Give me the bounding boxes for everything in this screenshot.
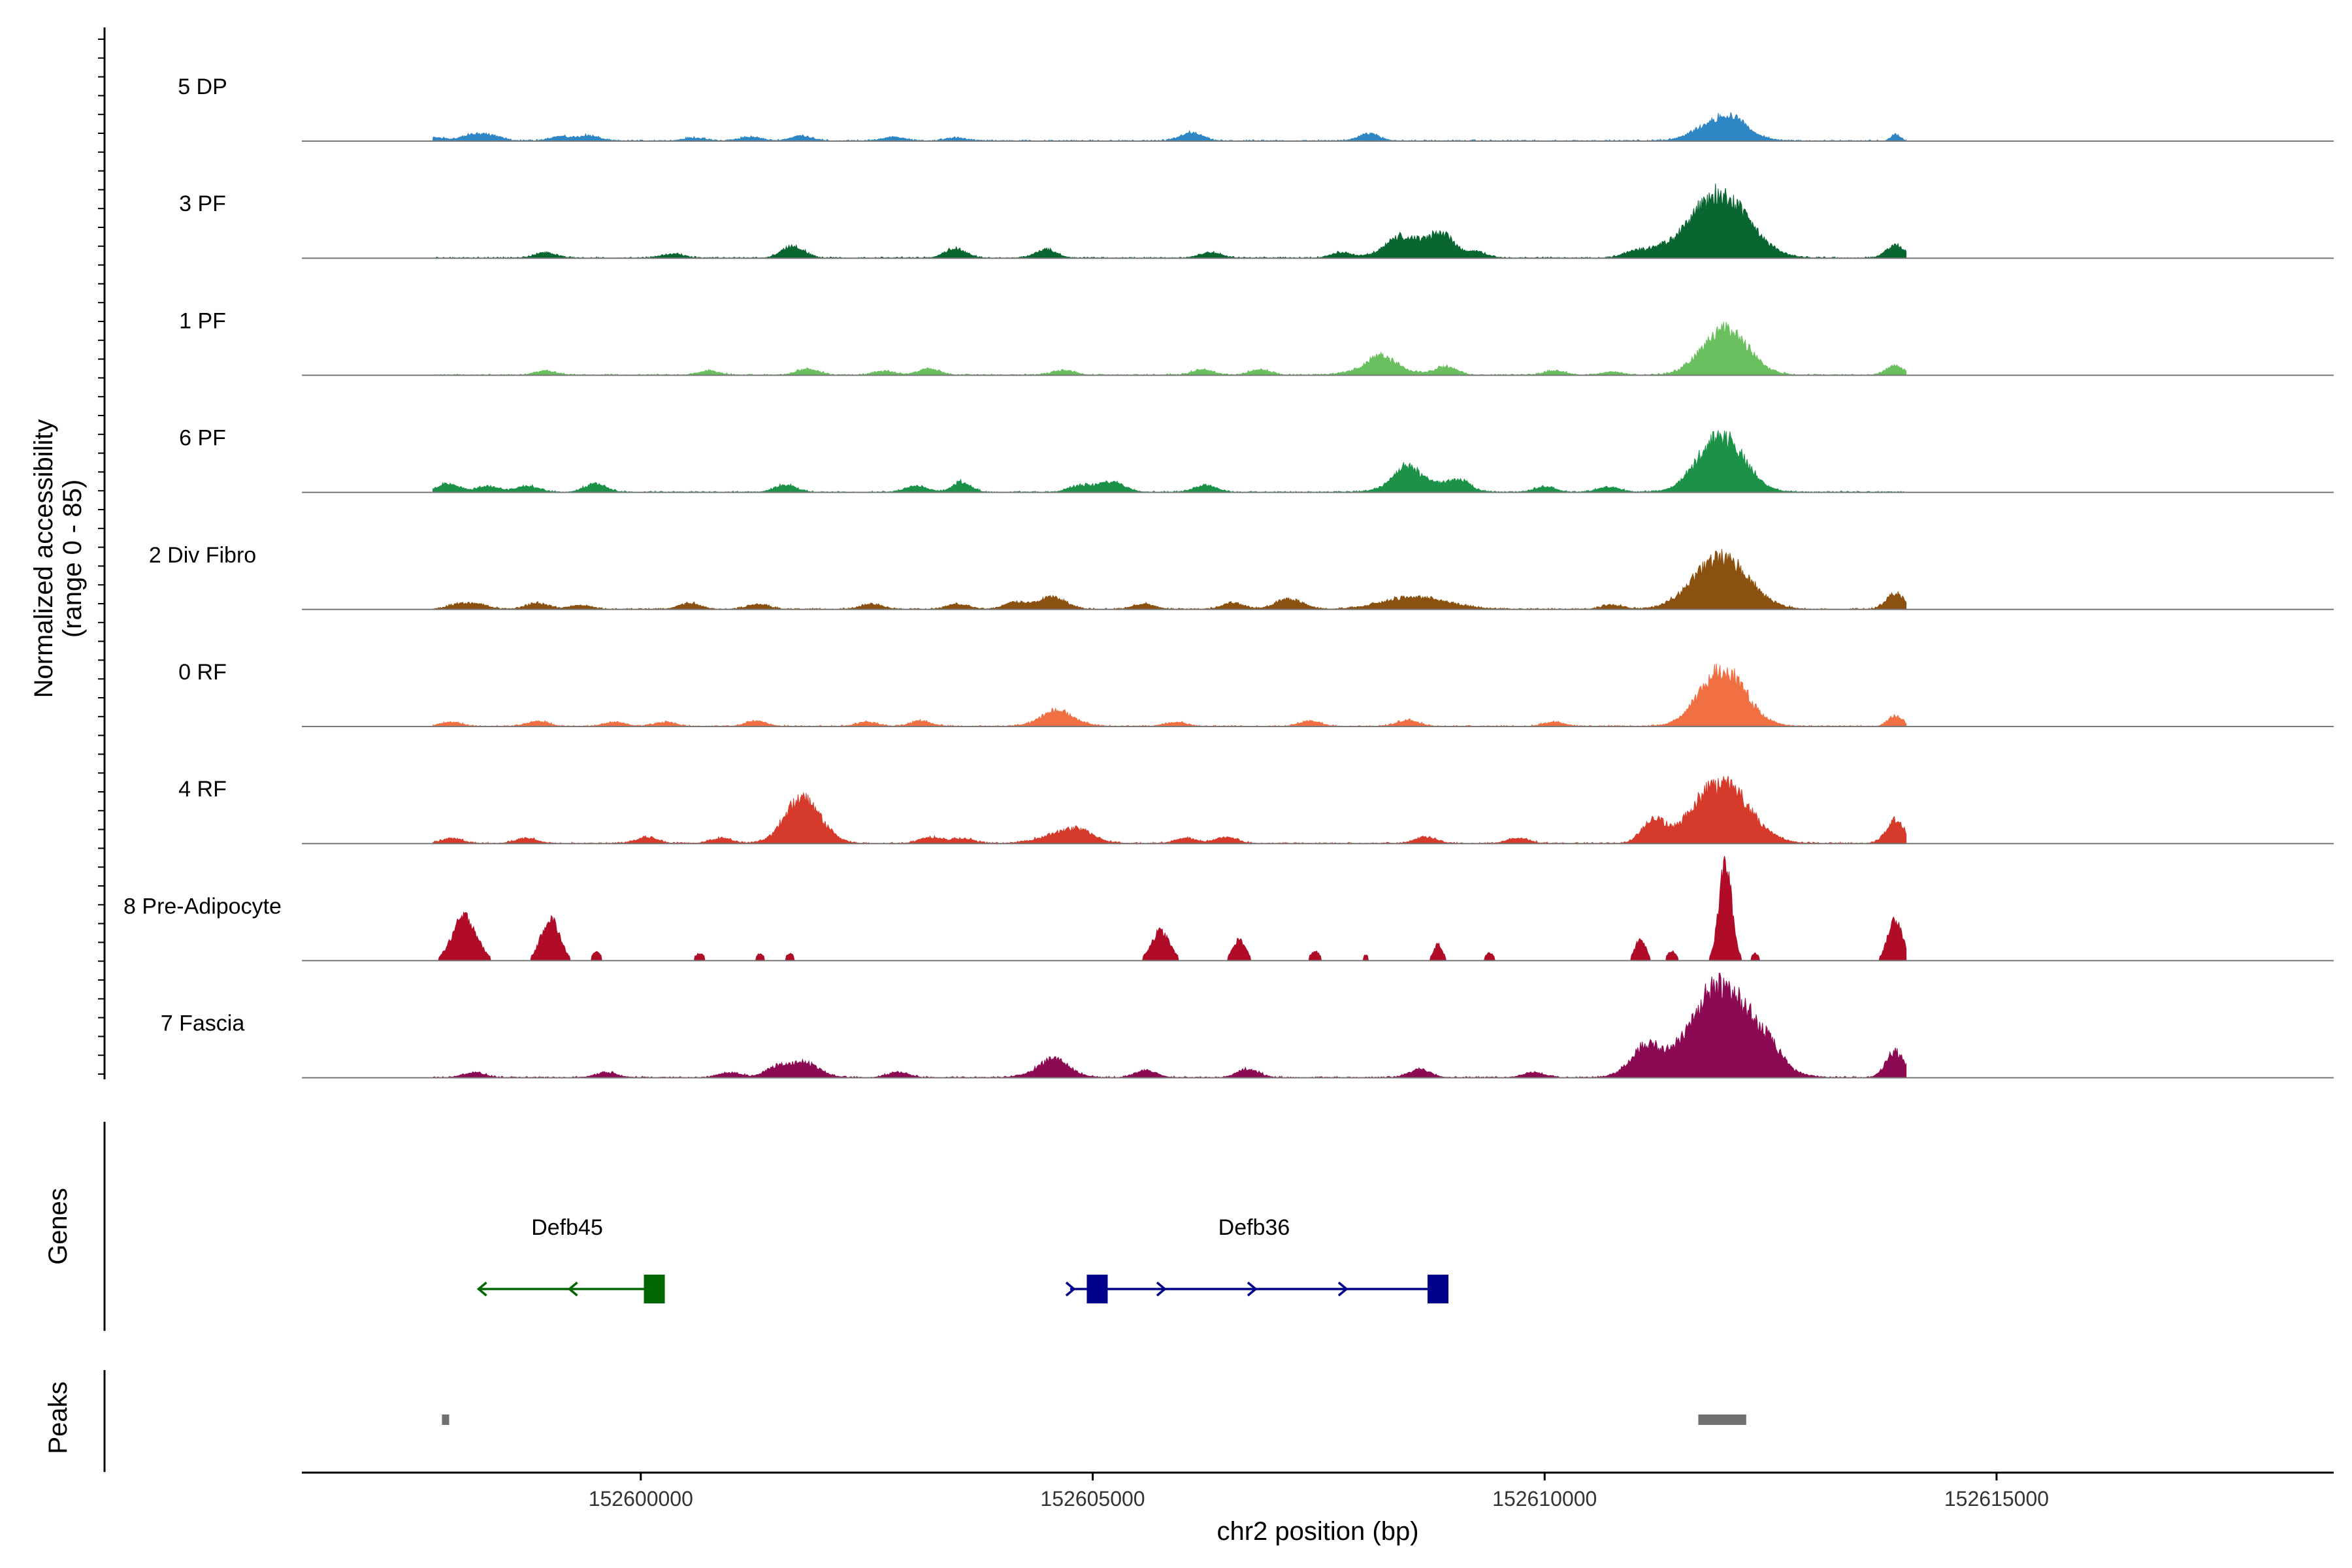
track-4-rf: 4 RF <box>178 776 2334 845</box>
strand-chevron <box>476 1281 487 1297</box>
coverage-area <box>433 430 1906 493</box>
gene-exon <box>1086 1275 1108 1303</box>
x-axis-label: chr2 position (bp) <box>1217 1517 1418 1546</box>
genes-panel-label: Genes <box>44 1188 73 1265</box>
gene-label: Defb36 <box>1218 1215 1290 1240</box>
gene-track: Defb45 Defb36 <box>103 1122 1448 1331</box>
strand-chevron <box>1156 1281 1167 1297</box>
gene-exon <box>644 1275 665 1303</box>
track-5-dp: 5 DP <box>178 74 2334 142</box>
gene-defb36: Defb36 <box>1065 1215 1448 1303</box>
gene-exon <box>1427 1275 1448 1303</box>
coverage-area <box>433 321 1907 376</box>
x-tick-label: 152600000 <box>589 1487 693 1511</box>
coverage-area <box>433 776 1907 845</box>
strand-chevron <box>567 1281 578 1297</box>
track-label: 8 Pre-Adipocyte <box>123 894 282 919</box>
strand-chevron <box>1247 1281 1258 1297</box>
x-tick-label: 152605000 <box>1040 1487 1145 1511</box>
track-label: 0 RF <box>178 660 227 685</box>
peak-track <box>103 1370 1746 1472</box>
strand-chevron <box>1065 1281 1076 1297</box>
x-tick-label: 152610000 <box>1492 1487 1597 1511</box>
peak-region <box>442 1414 449 1425</box>
track-label: 6 PF <box>179 426 226 451</box>
strand-chevron <box>1337 1281 1348 1297</box>
track-1-pf: 1 PF <box>179 308 2334 376</box>
track-6-pf: 6 PF <box>179 426 2334 493</box>
y-axis-label-line1: Normalized accessibility <box>29 419 58 698</box>
x-axis: 152600000 152605000 152610000 152615000 <box>302 1471 2334 1511</box>
peak-region <box>1698 1414 1746 1425</box>
coverage-area <box>433 549 1907 610</box>
track-label: 1 PF <box>179 308 226 333</box>
coverage-area <box>432 973 1907 1079</box>
coverage-area <box>433 184 1907 259</box>
gene-defb45: Defb45 <box>476 1215 665 1303</box>
track-label: 2 Div Fibro <box>149 543 256 568</box>
coverage-area <box>433 663 1907 727</box>
track-8-pre-adipocyte: 8 Pre-Adipocyte <box>123 856 2334 962</box>
track-3-pf: 3 PF <box>179 184 2334 259</box>
track-label: 5 DP <box>178 74 227 99</box>
track-0-rf: 0 RF <box>178 660 2334 727</box>
coverage-area <box>433 856 1907 961</box>
track-2-div-fibro: 2 Div Fibro <box>149 543 2334 610</box>
track-7-fascia: 7 Fascia <box>161 973 2334 1079</box>
track-label: 3 PF <box>179 191 226 216</box>
coverage-area <box>433 112 1907 142</box>
coverage-tracks: 5 DP 3 PF 1 PF 6 PF 2 Div Fibro 0 RF 4 RF 8 Pre… <box>98 27 2334 1079</box>
y-axis-label-line2: (range 0 - 85) <box>58 480 87 638</box>
gene-label: Defb45 <box>531 1215 603 1240</box>
track-label: 4 RF <box>178 777 227 802</box>
x-tick-label: 152615000 <box>1944 1487 2049 1511</box>
peaks-panel-label: Peaks <box>44 1381 73 1454</box>
track-label: 7 Fascia <box>161 1011 245 1036</box>
